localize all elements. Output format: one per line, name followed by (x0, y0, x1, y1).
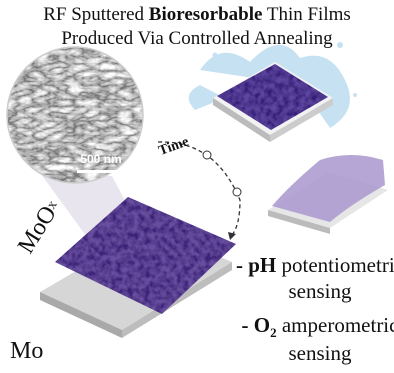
sensing-bold: O (254, 313, 270, 337)
sensing-sub: 2 (270, 325, 277, 340)
film-label: MoOx (13, 195, 66, 258)
title-line: RF Sputtered Bioresorbable Thin Films (43, 4, 351, 25)
dash: - (236, 253, 248, 277)
arrow-head (228, 232, 236, 240)
sensing-line: - pH potentiometric (236, 253, 394, 277)
scale-bar (77, 170, 125, 173)
time-marker (202, 150, 212, 160)
substrate-edge (268, 210, 330, 234)
substrate-edge (213, 98, 270, 142)
sem-image (7, 47, 143, 183)
dash: - (242, 313, 254, 337)
scale-label: 500 nm (80, 152, 121, 166)
sem-border (6, 46, 144, 184)
substrate-label: Mo (10, 338, 43, 364)
dissolved-film (272, 155, 385, 222)
title-text: RF Sputtered (43, 4, 149, 25)
title-text: Thin Films (262, 4, 350, 25)
sensing-bold: pH (248, 253, 276, 277)
substrate-edge (270, 98, 333, 142)
sensing-line: sensing (289, 341, 353, 365)
substrate-edge (40, 292, 122, 338)
film (217, 64, 328, 130)
sensing-line: sensing (289, 279, 353, 303)
title-bold: Bioresorbable (149, 4, 263, 25)
sensing-line: - O2 amperometric (242, 313, 394, 340)
sensing-text: potentiometric (276, 253, 394, 277)
water-splash (188, 42, 357, 128)
title-line: Produced Via Controlled Annealing (61, 28, 333, 49)
time-marker (232, 187, 242, 197)
sensing-text: amperometric (277, 313, 394, 337)
time-arrow (157, 141, 241, 236)
time-label: Time (157, 134, 191, 159)
film (55, 197, 236, 314)
substrate-edge (122, 262, 232, 338)
